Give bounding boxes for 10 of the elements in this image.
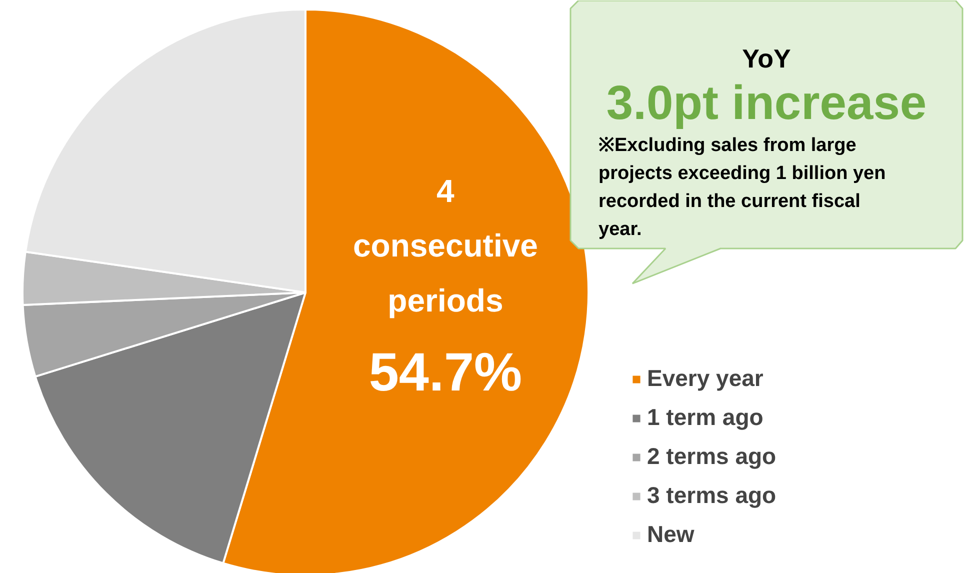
legend-label: 3 terms ago <box>647 482 776 509</box>
text: ※Excluding sales from large projects exceeding 1 billion yen recorded in the current fiscal year. <box>598 135 886 240</box>
data-label: 54.7% <box>368 342 522 402</box>
text: 4 consecutive periods <box>352 173 538 318</box>
text: 3.0pt increase <box>606 77 927 130</box>
legend-label: Every year <box>647 365 764 392</box>
legend-label: New <box>647 521 694 548</box>
legend-label: 2 terms ago <box>647 443 776 470</box>
text: YoY <box>742 44 791 74</box>
legend-label: 1 term ago <box>647 404 764 431</box>
